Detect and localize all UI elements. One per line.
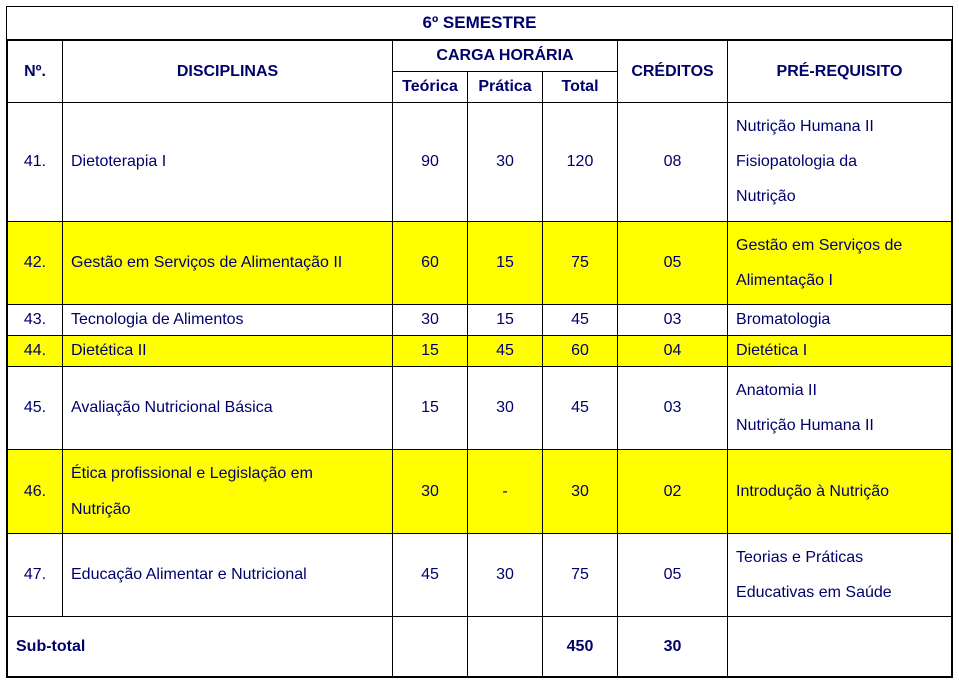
col-total: Total	[543, 72, 618, 103]
row-creditos: 03	[618, 304, 728, 335]
row-prereq: Anatomia II Nutrição Humana II	[728, 366, 952, 449]
row-name: Tecnologia de Alimentos	[63, 304, 393, 335]
row-no: 41.	[8, 103, 63, 222]
subtotal-label: Sub-total	[8, 617, 393, 677]
row-prereq: Teorias e Práticas Educativas em Saúde	[728, 533, 952, 616]
row-total: 45	[543, 304, 618, 335]
row-pratica: 30	[468, 366, 543, 449]
prereq-line: Nutrição Humana II	[736, 417, 874, 434]
header-row-1: Nº. DISCIPLINAS CARGA HORÁRIA CRÉDITOS P…	[8, 41, 952, 72]
row-no: 44.	[8, 335, 63, 366]
row-pratica: -	[468, 450, 543, 533]
semester-title: 6º SEMESTRE	[7, 7, 952, 40]
row-name: Dietoterapia I	[63, 103, 393, 222]
row-creditos: 05	[618, 221, 728, 304]
row-teorica: 45	[393, 533, 468, 616]
row-pratica: 15	[468, 304, 543, 335]
col-no: Nº.	[8, 41, 63, 103]
row-name: Avaliação Nutricional Básica	[63, 366, 393, 449]
prereq-line: Educativas em Saúde	[736, 584, 892, 601]
row-pratica: 45	[468, 335, 543, 366]
row-no: 46.	[8, 450, 63, 533]
document-container: 6º SEMESTRE Nº. DISCIPLINAS CARGA HORÁRI…	[6, 6, 953, 678]
row-no: 42.	[8, 221, 63, 304]
row-pratica: 15	[468, 221, 543, 304]
row-total: 45	[543, 366, 618, 449]
curriculum-table: Nº. DISCIPLINAS CARGA HORÁRIA CRÉDITOS P…	[7, 40, 952, 677]
subtotal-row: Sub-total 450 30	[8, 617, 952, 677]
row-no: 43.	[8, 304, 63, 335]
row-creditos: 04	[618, 335, 728, 366]
table-row: 44. Dietética II 15 45 60 04 Dietética I	[8, 335, 952, 366]
row-total: 75	[543, 221, 618, 304]
row-pratica: 30	[468, 103, 543, 222]
row-no: 47.	[8, 533, 63, 616]
row-pratica: 30	[468, 533, 543, 616]
row-no: 45.	[8, 366, 63, 449]
table-row: 42. Gestão em Serviços de Alimentação II…	[8, 221, 952, 304]
row-prereq: Dietética I	[728, 335, 952, 366]
col-prerequisito: PRÉ-REQUISITO	[728, 41, 952, 103]
prereq-line: Nutrição	[736, 188, 796, 205]
row-teorica: 30	[393, 450, 468, 533]
subtotal-creditos: 30	[618, 617, 728, 677]
row-total: 75	[543, 533, 618, 616]
row-creditos: 03	[618, 366, 728, 449]
row-name: Ética profissional e Legislação em Nutri…	[63, 450, 393, 533]
row-name: Gestão em Serviços de Alimentação II	[63, 221, 393, 304]
row-total: 120	[543, 103, 618, 222]
row-teorica: 15	[393, 366, 468, 449]
col-disciplinas: DISCIPLINAS	[63, 41, 393, 103]
col-creditos: CRÉDITOS	[618, 41, 728, 103]
table-row: 45. Avaliação Nutricional Básica 15 30 4…	[8, 366, 952, 449]
subtotal-blank	[393, 617, 468, 677]
row-prereq: Nutrição Humana II Fisiopatologia da Nut…	[728, 103, 952, 222]
row-teorica: 90	[393, 103, 468, 222]
row-teorica: 15	[393, 335, 468, 366]
row-creditos: 08	[618, 103, 728, 222]
prereq-line: Alimentação I	[736, 272, 833, 289]
row-name: Educação Alimentar e Nutricional	[63, 533, 393, 616]
col-teorica: Teórica	[393, 72, 468, 103]
row-prereq: Introdução à Nutrição	[728, 450, 952, 533]
subtotal-blank	[728, 617, 952, 677]
col-pratica: Prática	[468, 72, 543, 103]
row-creditos: 05	[618, 533, 728, 616]
prereq-line: Anatomia II	[736, 382, 817, 399]
table-row: 46. Ética profissional e Legislação em N…	[8, 450, 952, 533]
prereq-line: Fisiopatologia da	[736, 153, 857, 170]
row-total: 60	[543, 335, 618, 366]
prereq-line: Nutrição Humana II	[736, 118, 874, 135]
row-prereq: Bromatologia	[728, 304, 952, 335]
prereq-line: Teorias e Práticas	[736, 549, 863, 566]
row-teorica: 30	[393, 304, 468, 335]
prereq-line: Gestão em Serviços de	[736, 237, 902, 254]
row-teorica: 60	[393, 221, 468, 304]
col-carga-horaria: CARGA HORÁRIA	[393, 41, 618, 72]
row-name: Dietética II	[63, 335, 393, 366]
subtotal-total: 450	[543, 617, 618, 677]
row-prereq: Gestão em Serviços de Alimentação I	[728, 221, 952, 304]
table-row: 41. Dietoterapia I 90 30 120 08 Nutrição…	[8, 103, 952, 222]
row-total: 30	[543, 450, 618, 533]
table-row: 43. Tecnologia de Alimentos 30 15 45 03 …	[8, 304, 952, 335]
table-row: 47. Educação Alimentar e Nutricional 45 …	[8, 533, 952, 616]
subtotal-blank	[468, 617, 543, 677]
name-line: Nutrição	[71, 501, 131, 518]
name-line: Ética profissional e Legislação em	[71, 465, 313, 482]
row-creditos: 02	[618, 450, 728, 533]
